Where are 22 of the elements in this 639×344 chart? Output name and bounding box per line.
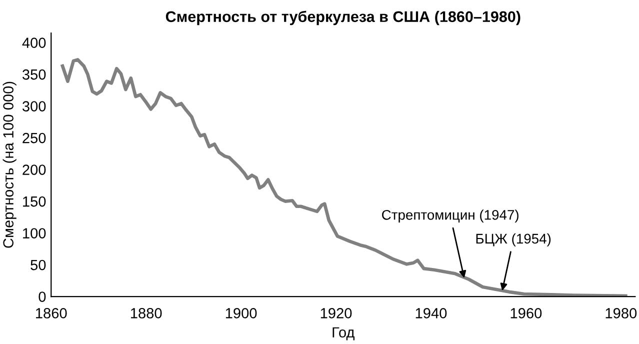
x-tick-label: 1920	[320, 308, 352, 318]
y-tick-label: 400	[22, 38, 46, 48]
y-tick-label: 250	[22, 132, 46, 144]
annotation: Стрептомицин (1947)	[382, 210, 518, 223]
x-tick-label: 1960	[510, 308, 542, 318]
x-tick-label: 1980	[606, 308, 637, 318]
x-tick-label: 1940	[416, 308, 447, 318]
y-tick-label: 200	[22, 164, 46, 175]
annotation: БЦЖ (1954)	[476, 233, 551, 246]
x-tick-label: 1860	[36, 308, 67, 318]
y-tick-label: 300	[22, 101, 46, 112]
y-tick-label: 100	[23, 228, 46, 238]
chart-title: Смертность от туберкулеза в США (1860–1980)	[166, 10, 520, 26]
y-axis-title: Смертность (на 100 000)	[2, 82, 16, 248]
y-tick-label: 0	[38, 292, 46, 302]
y-tick-label: 350	[22, 69, 46, 80]
y-tick-label: 150	[23, 196, 46, 207]
y-tick-label: 50	[30, 260, 46, 270]
x-tick-label: 1880	[130, 308, 162, 318]
x-axis-title: Год	[332, 327, 354, 340]
x-tick-label: 1900	[226, 308, 257, 318]
line-series	[60, 58, 628, 297]
